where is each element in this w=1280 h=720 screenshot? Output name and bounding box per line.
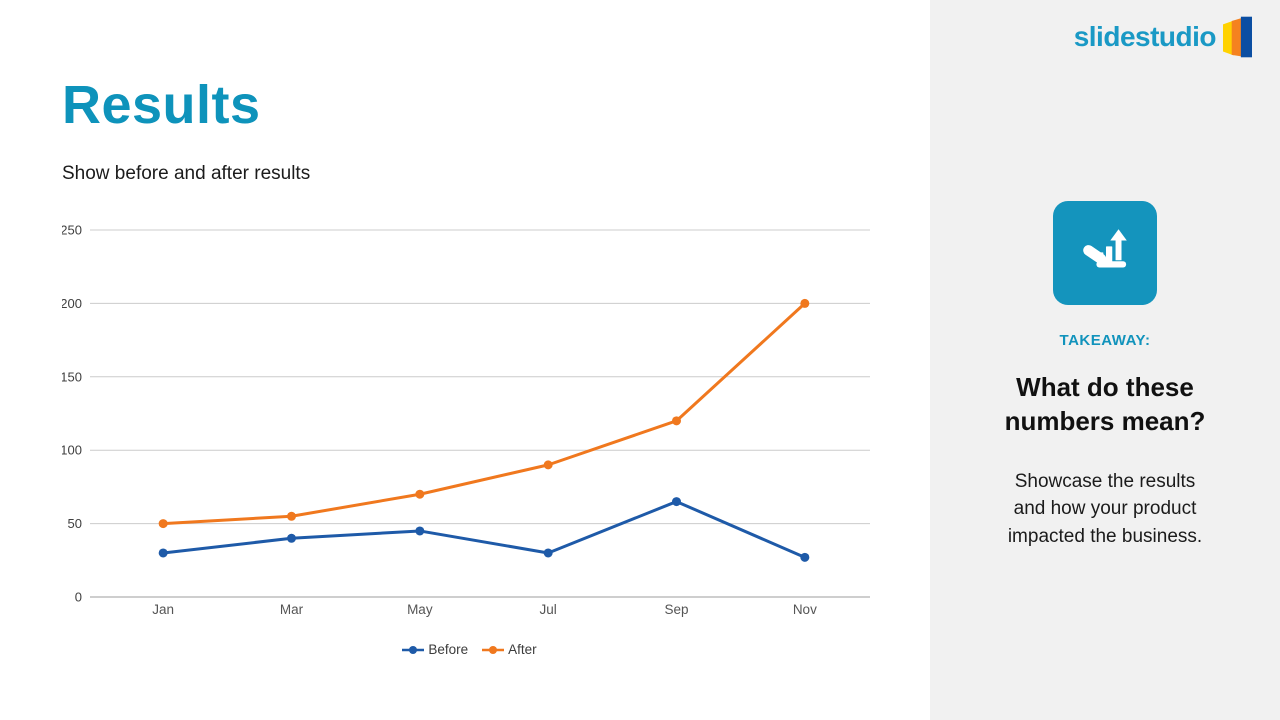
legend-label: After [508,642,537,657]
data-point-after [158,519,168,529]
takeaway-heading: What do these numbers mean? [1004,372,1206,437]
page-title: Results [62,75,261,135]
y-axis-tick-label: 0 [75,590,82,605]
x-axis-tick-label: May [407,602,433,617]
page-subtitle: Show before and after results [62,163,311,184]
x-axis-tick-label: Sep [664,602,688,617]
takeaway-body: Showcase the results and how your produc… [1007,470,1203,547]
chart-plot-area: 0 50 100 150 200 250 Jan Mar May Jul Sep Nov [60,223,870,617]
data-point-after [672,416,681,426]
logo-text: slidestudio [1073,21,1217,52]
takeaway-section: TAKEAWAY: What do these numbers mean? Sh… [930,201,1280,550]
y-axis-tick-label: 200 [62,296,82,311]
data-point-before [415,526,425,536]
legend-label: Before [428,642,469,657]
legend-item-before: Before [402,642,468,657]
data-point-after [287,511,296,521]
series-line-before [161,500,807,559]
logo: slidestudio [1074,16,1252,58]
x-axis-tick-label: Jul [540,602,557,617]
book-pages-icon [1223,16,1252,58]
legend-marker-icon [402,645,425,654]
data-point-before [800,552,810,562]
legend-marker-icon [482,645,505,654]
series-line-after [161,301,807,526]
y-axis-tick-label: 150 [62,369,82,384]
hand-holding-bar-chart-icon [1053,201,1157,305]
x-axis-tick-label: Nov [793,602,817,617]
data-point-before [672,497,681,507]
chart-legend: Before After [62,642,877,657]
data-point-after [800,298,810,308]
takeaway-label: TAKEAWAY: [1059,332,1151,349]
data-point-after [415,489,425,499]
x-axis-tick-label: Jan [152,602,174,617]
data-point-before [287,533,296,543]
y-axis-tick-label: 50 [68,516,82,531]
data-point-after [543,460,553,470]
y-axis-tick-label: 250 [62,223,82,238]
sidebar: slidestudio [930,0,1280,720]
data-point-before [543,548,553,558]
hand-holding-bar-chart-glyph [1083,229,1127,268]
data-point-before [158,548,168,558]
x-axis-tick-label: Mar [280,602,304,617]
results-line-chart: 0 50 100 150 200 250 Jan Mar May Jul Sep Nov Before… [60,218,877,657]
y-axis-tick-label: 100 [62,443,82,458]
main-content: Results Show before and after results 0 5… [60,75,877,657]
legend-item-after: After [482,642,537,657]
